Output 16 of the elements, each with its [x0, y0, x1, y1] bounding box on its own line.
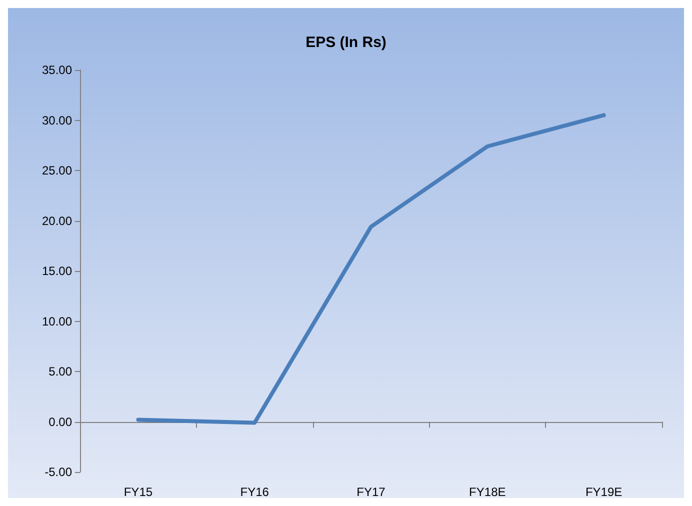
- x-tick-label: FY16: [240, 485, 270, 499]
- x-tick-label: FY17: [356, 485, 386, 499]
- x-tick-label: FY15: [124, 485, 153, 499]
- y-tick-label: 35.00: [42, 63, 72, 77]
- y-tick-label: 25.00: [42, 164, 72, 178]
- y-tick-label: -5.00: [44, 465, 72, 479]
- y-tick-label: 5.00: [48, 364, 72, 378]
- y-tick-label: 20.00: [42, 214, 72, 228]
- x-tick-label: FY19E: [585, 485, 622, 499]
- y-tick-label: 15.00: [42, 264, 72, 278]
- y-tick-label: 30.00: [42, 113, 72, 128]
- y-tick-label: 10.00: [42, 314, 72, 328]
- y-tick-label: 0.00: [48, 414, 72, 429]
- x-tick-label: FY18E: [469, 485, 506, 499]
- chart-title: EPS (In Rs): [306, 34, 386, 51]
- line-series: [136, 113, 606, 425]
